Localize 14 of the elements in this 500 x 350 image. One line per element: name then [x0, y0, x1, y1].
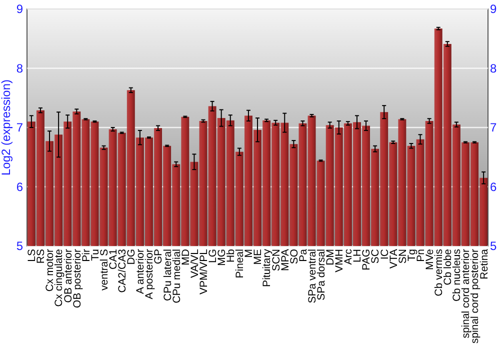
y2-tick-label: 8	[490, 61, 497, 76]
y-tick-label: 5	[16, 239, 24, 254]
y-axis-title: Log2 (expression)	[0, 79, 13, 176]
y-tick-label: 9	[16, 2, 24, 16]
y2-tick-label: 9	[490, 2, 497, 16]
x-tick-label: DG	[126, 249, 138, 265]
y-tick-label: 8	[16, 61, 24, 76]
x-tick-label: MVe	[424, 248, 436, 270]
x-tick-label: RS	[35, 249, 48, 264]
y2-tick-label: 6	[490, 180, 497, 194]
y2-tick-label: 5	[490, 239, 497, 254]
y-tick-label: 7	[16, 120, 24, 135]
y2-tick-label: 7	[490, 120, 497, 135]
y-tick-label: 6	[16, 180, 24, 194]
